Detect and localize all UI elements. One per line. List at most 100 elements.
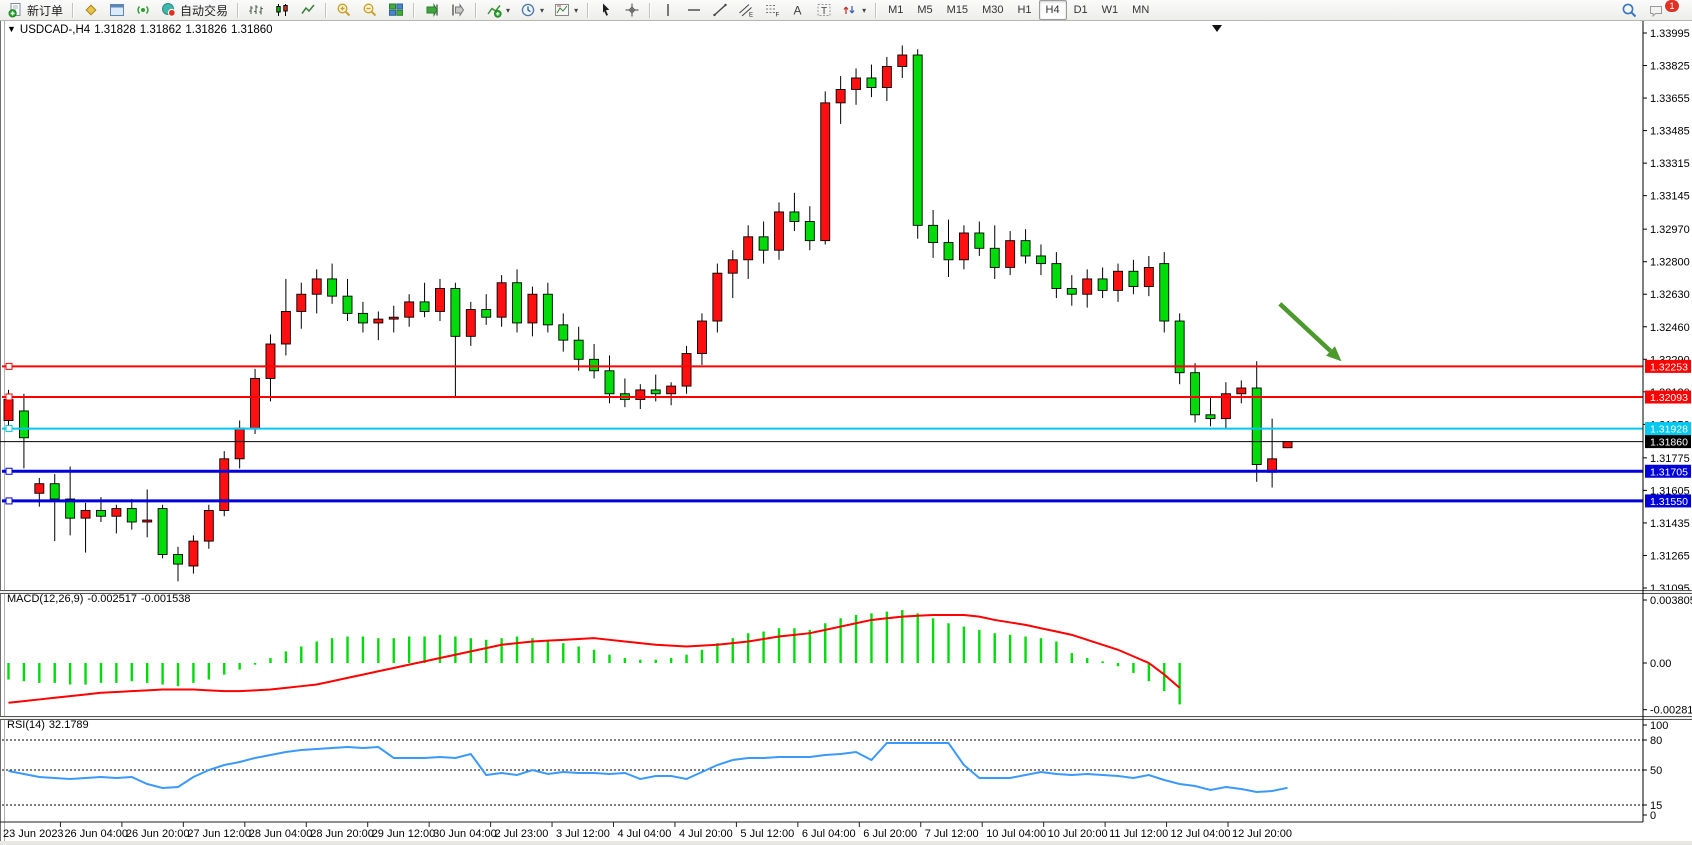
autotrading-button[interactable]: 自动交易 — [156, 0, 233, 21]
candle — [804, 221, 815, 242]
candlestick-chart-button[interactable] — [269, 0, 295, 21]
chart-canvas[interactable]: 1.33995 1.33825 1.33655 1.33485 1.33315 1.331… — [0, 21, 1692, 845]
svg-text:1.33315: 1.33315 — [1650, 158, 1690, 170]
ohlc-close: 1.31860 — [230, 24, 273, 36]
vertical-line-button[interactable] — [655, 0, 681, 21]
trendline-button[interactable] — [707, 0, 733, 21]
chevron-down-icon[interactable]: ▾ — [862, 5, 867, 15]
svg-text:0: 0 — [1650, 810, 1656, 822]
periods-button[interactable]: ▾ — [515, 0, 549, 21]
zoom-out-button[interactable] — [357, 0, 383, 21]
svg-text:1.31265: 1.31265 — [1650, 550, 1690, 562]
candle — [265, 343, 276, 379]
svg-text:T: T — [821, 6, 827, 17]
candle — [357, 312, 368, 324]
auto-scroll-button[interactable] — [419, 0, 445, 21]
svg-text:1.31550: 1.31550 — [1650, 496, 1688, 508]
candle — [681, 353, 692, 387]
ohlc-open: 1.31828 — [94, 24, 136, 36]
price-tag — [1645, 435, 1691, 449]
bar-chart-button[interactable] — [243, 0, 269, 21]
candle — [881, 66, 892, 88]
timeframe-h1-button[interactable]: H1 — [1017, 4, 1032, 16]
fibonacci-icon: F — [766, 5, 780, 19]
candle — [573, 339, 584, 360]
macd-signal-line — [8, 613, 1181, 704]
trend-arrow[interactable] — [1278, 302, 1342, 362]
svg-text:1.33485: 1.33485 — [1650, 126, 1690, 138]
signals-button[interactable] — [130, 0, 156, 21]
cursor-button[interactable] — [593, 0, 619, 21]
signals-icon — [137, 6, 149, 14]
line-handle[interactable] — [5, 393, 13, 401]
search-button[interactable] — [1616, 0, 1643, 21]
timeframe-m1-button[interactable]: M1 — [888, 4, 904, 16]
svg-text:-0.002818: -0.002818 — [1650, 705, 1692, 717]
chart-profile-button[interactable] — [78, 0, 104, 21]
notifications-button[interactable] — [1643, 0, 1670, 21]
arrows-icon — [843, 6, 855, 14]
timeframe-d1-button[interactable]: D1 — [1073, 4, 1088, 16]
zoom-in-button[interactable] — [331, 0, 357, 21]
line-handle[interactable] — [5, 362, 13, 370]
candle — [49, 483, 60, 500]
candle — [65, 498, 76, 519]
crosshair-button[interactable] — [619, 0, 645, 21]
line-handle[interactable] — [5, 425, 13, 433]
candle — [342, 295, 353, 314]
new-order-button[interactable]: 新订单 — [3, 0, 68, 21]
arrows-button[interactable]: ▾ — [837, 0, 871, 21]
open-chart-button[interactable] — [104, 0, 130, 21]
macd-panel: 0.003805 0.00 -0.002818 — [7, 595, 1692, 717]
candle — [1190, 372, 1201, 416]
indicators-icon — [487, 5, 502, 18]
chart-shift-button[interactable] — [445, 0, 471, 21]
channel-button[interactable]: E — [733, 0, 759, 21]
zoom-out-icon — [363, 3, 377, 17]
templates-button[interactable]: ▾ — [549, 0, 583, 21]
candle — [943, 242, 954, 261]
search-icon — [1622, 3, 1637, 17]
chart-shift-marker[interactable] — [1212, 25, 1222, 32]
toolbar-separator — [875, 2, 878, 18]
vertical-line-icon — [667, 4, 669, 16]
timeframe-mn-button[interactable]: MN — [1132, 4, 1150, 16]
toolbar-right: 1 — [1616, 0, 1686, 21]
candle — [666, 385, 677, 395]
candle — [1020, 240, 1031, 257]
chevron-down-icon[interactable]: ▾ — [574, 5, 579, 15]
chevron-down-icon[interactable]: ▾ — [540, 5, 545, 15]
candle — [650, 389, 661, 395]
fibonacci-button[interactable]: F — [759, 0, 785, 21]
timeframe-m5-button[interactable]: M5 — [917, 4, 933, 16]
candle — [558, 324, 569, 341]
svg-text:7 Jul 12:00: 7 Jul 12:00 — [925, 828, 979, 840]
svg-text:28 Jun 20:00: 28 Jun 20:00 — [310, 828, 374, 840]
indicators-button[interactable]: ▾ — [481, 0, 515, 21]
svg-text:F: F — [776, 13, 780, 19]
autotrading-icon — [162, 3, 176, 17]
timeframe-m15-button[interactable]: M15 — [946, 4, 969, 16]
horizontal-line-button[interactable] — [681, 0, 707, 21]
text-label-button[interactable]: T — [811, 0, 837, 21]
timeframe-w1-button[interactable]: W1 — [1101, 4, 1119, 16]
line-handle[interactable] — [5, 497, 13, 505]
rsi-name: RSI(14) — [7, 719, 45, 731]
toolbar-separator — [587, 2, 590, 18]
timeframe-h4-button[interactable]: H4 — [1038, 0, 1067, 20]
tile-windows-button[interactable] — [383, 0, 409, 21]
svg-text:15: 15 — [1650, 800, 1662, 812]
line-handle[interactable] — [5, 467, 13, 475]
candle — [311, 278, 322, 295]
chevron-down-icon[interactable]: ▾ — [506, 5, 511, 15]
ohlc-high: 1.31862 — [139, 24, 182, 36]
timeframe-m30-button[interactable]: M30 — [982, 4, 1004, 16]
text-icon: A — [794, 4, 802, 18]
price-tag — [1645, 390, 1691, 404]
svg-text:4 Jul 04:00: 4 Jul 04:00 — [618, 828, 672, 840]
collapse-icon[interactable]: ▼ — [7, 24, 16, 34]
text-button[interactable]: A — [785, 0, 811, 21]
candle — [1128, 270, 1139, 288]
svg-text:6 Jul 20:00: 6 Jul 20:00 — [863, 828, 917, 840]
line-chart-button[interactable] — [295, 0, 321, 21]
